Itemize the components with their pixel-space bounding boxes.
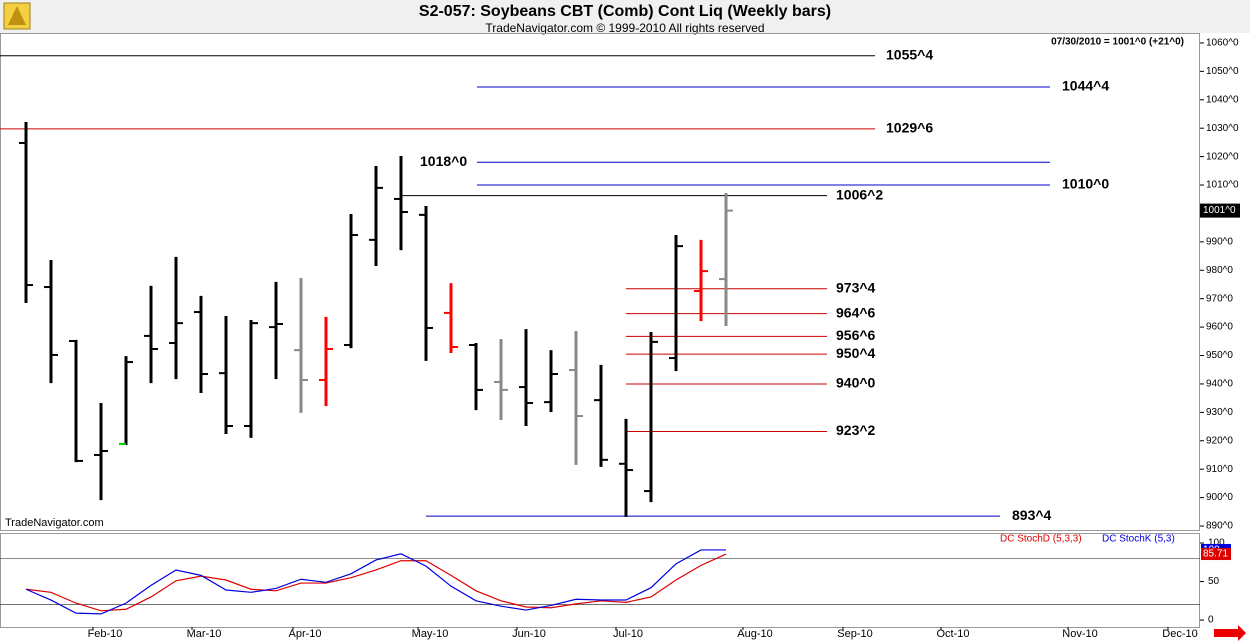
title-bar — [0, 0, 1250, 33]
level-label: 1029^6 — [886, 120, 933, 136]
y-tick-label: 940^0 — [1206, 379, 1233, 390]
x-tick-label: Nov-10 — [1062, 628, 1097, 640]
y-tick-label: 900^0 — [1206, 492, 1233, 503]
level-label: 1044^4 — [1062, 78, 1109, 94]
y-tick-label: 1020^0 — [1206, 151, 1239, 162]
logo — [3, 2, 31, 30]
x-tick-label: Sep-10 — [837, 628, 872, 640]
y-tick-label: 970^0 — [1206, 293, 1233, 304]
level-label: 940^0 — [836, 375, 876, 391]
last-price-label: 1001^0 — [1203, 205, 1236, 216]
y-tick-label: 950^0 — [1206, 350, 1233, 361]
lower-panel — [0, 533, 1200, 628]
y-tick-label: 890^0 — [1206, 521, 1233, 532]
y-tick-label: 1040^0 — [1206, 94, 1239, 105]
level-label: 1018^0 — [420, 153, 467, 169]
x-tick-label: Feb-10 — [88, 628, 123, 640]
last-value-label: 85.71 — [1203, 549, 1228, 560]
subtitle: TradeNavigator.com © 1999-2010 All right… — [485, 21, 764, 35]
level-label: 964^6 — [836, 304, 876, 320]
last-price-box — [1200, 203, 1240, 218]
x-tick-label: Mar-10 — [187, 628, 222, 640]
level-label: 1055^4 — [886, 46, 933, 62]
y-tick-label: 990^0 — [1206, 236, 1233, 247]
x-tick-label: Oct-10 — [936, 628, 969, 640]
y-tick-label: 910^0 — [1206, 464, 1233, 475]
chart-title: S2-057: Soybeans CBT (Comb) Cont Liq (We… — [419, 3, 831, 20]
legend-entry: DC StochK (5,3) — [1102, 534, 1175, 545]
last-value-box — [1201, 548, 1231, 561]
level-label: 956^6 — [836, 327, 876, 343]
y-tick-label: 1060^0 — [1206, 38, 1239, 49]
level-label: 1006^2 — [836, 186, 883, 202]
y-tick-label: 930^0 — [1206, 407, 1233, 418]
y-tick-label: 50 — [1208, 576, 1220, 587]
x-tick-label: Apr-10 — [288, 628, 321, 640]
level-label: 923^2 — [836, 422, 876, 438]
y-tick-label: 0 — [1208, 615, 1214, 626]
watermark: TradeNavigator.com — [5, 517, 104, 529]
y-tick-label: 1010^0 — [1206, 180, 1239, 191]
y-tick-label: 980^0 — [1206, 265, 1233, 276]
level-label: 973^4 — [836, 279, 876, 295]
main-panel — [0, 33, 1200, 531]
status: 07/30/2010 = 1001^0 (+21^0) — [1051, 37, 1184, 48]
x-tick-label: Jun-10 — [512, 628, 546, 640]
level-label: 950^4 — [836, 345, 876, 361]
x-tick-label: Dec-10 — [1162, 628, 1197, 640]
scroll-arrow[interactable] — [1214, 625, 1246, 641]
level-label: 893^4 — [1012, 507, 1052, 523]
legend-entry: DC StochD (5,3,3) — [1000, 534, 1082, 545]
y-tick-label: 960^0 — [1206, 322, 1233, 333]
y-tick-label: 920^0 — [1206, 435, 1233, 446]
y-tick-label: 1050^0 — [1206, 66, 1239, 77]
x-tick-label: Jul-10 — [613, 628, 643, 640]
stoch-line — [25, 553, 727, 612]
x-tick-label: Aug-10 — [737, 628, 772, 640]
x-tick-label: May-10 — [412, 628, 449, 640]
level-label: 1010^0 — [1062, 176, 1109, 192]
y-tick-label: 100 — [1208, 538, 1225, 549]
y-tick-label: 1030^0 — [1206, 123, 1239, 134]
stoch-line — [25, 549, 726, 615]
